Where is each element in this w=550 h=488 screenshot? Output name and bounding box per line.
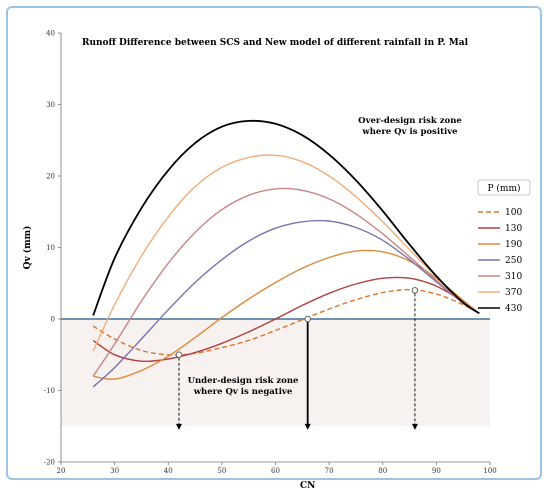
y-tick-label: -20: [44, 459, 55, 467]
crossing-markers: [175, 287, 419, 430]
crossing-marker-2: [304, 315, 311, 323]
drop-arrowhead-2: [304, 423, 311, 430]
legend-label-430: 430: [505, 304, 522, 314]
y-tick-label: -10: [44, 387, 55, 395]
under-design-zone: [61, 319, 490, 427]
y-tick-label: 10: [46, 244, 55, 252]
crossing-marker-3: [411, 287, 419, 294]
x-tick-labels: 20 30 40 50 60 70 80 90 100: [57, 462, 497, 475]
drop-arrowhead-1: [175, 423, 182, 430]
y-axis-label: Qv (mm): [22, 226, 33, 270]
series-line-430: [92, 119, 480, 316]
legend-label-310: 310: [505, 272, 522, 282]
under-design-annotation-line1: Under-design risk zone: [188, 376, 299, 386]
x-axis-label: CN: [300, 481, 315, 488]
x-tick-label: 80: [378, 467, 387, 475]
x-tick-label: 40: [164, 467, 173, 475]
legend-items: 100 130 190 250 310 370 430: [478, 208, 522, 314]
over-design-annotation-line1: Over-design risk zone: [358, 116, 462, 126]
x-tick-label: 30: [110, 467, 119, 475]
legend-label-130: 130: [505, 224, 522, 234]
x-tick-label: 60: [271, 467, 280, 475]
series-lines: [92, 119, 480, 388]
y-tick-label: 40: [46, 30, 55, 38]
drop-arrowhead-3: [411, 423, 418, 430]
series-line-250: [92, 219, 480, 388]
crossing-marker-1: [175, 351, 183, 359]
y-tick-label: 0: [51, 316, 55, 324]
legend-label-370: 370: [505, 288, 522, 298]
legend-title: P (mm): [487, 183, 520, 194]
over-design-annotation-line2: where Qv is positive: [361, 127, 458, 137]
under-design-annotation-line2: where Qv is negative: [193, 387, 293, 397]
x-tick-label: 100: [483, 467, 496, 475]
y-tick-label: 30: [46, 101, 55, 109]
series-line-310: [92, 187, 480, 377]
legend-title-box: [477, 179, 531, 196]
y-tick-labels: -20 -10 0 10 20 30 40: [44, 30, 61, 467]
x-tick-label: 50: [217, 467, 226, 475]
legend-label-100: 100: [505, 208, 522, 218]
chart-title: Runoff Difference between SCS and New mo…: [82, 38, 469, 48]
series-line-130: [92, 276, 480, 363]
legend-label-250: 250: [505, 256, 522, 266]
y-tick-label: 20: [46, 173, 55, 181]
x-tick-label: 20: [57, 467, 66, 475]
series-line-100: [92, 288, 480, 356]
series-line-370: [92, 154, 480, 352]
x-tick-label: 90: [432, 467, 441, 475]
x-tick-label: 70: [325, 467, 334, 475]
legend-label-190: 190: [505, 240, 522, 250]
legend: P (mm) 100 130 190 250 310 370 430: [477, 179, 531, 314]
